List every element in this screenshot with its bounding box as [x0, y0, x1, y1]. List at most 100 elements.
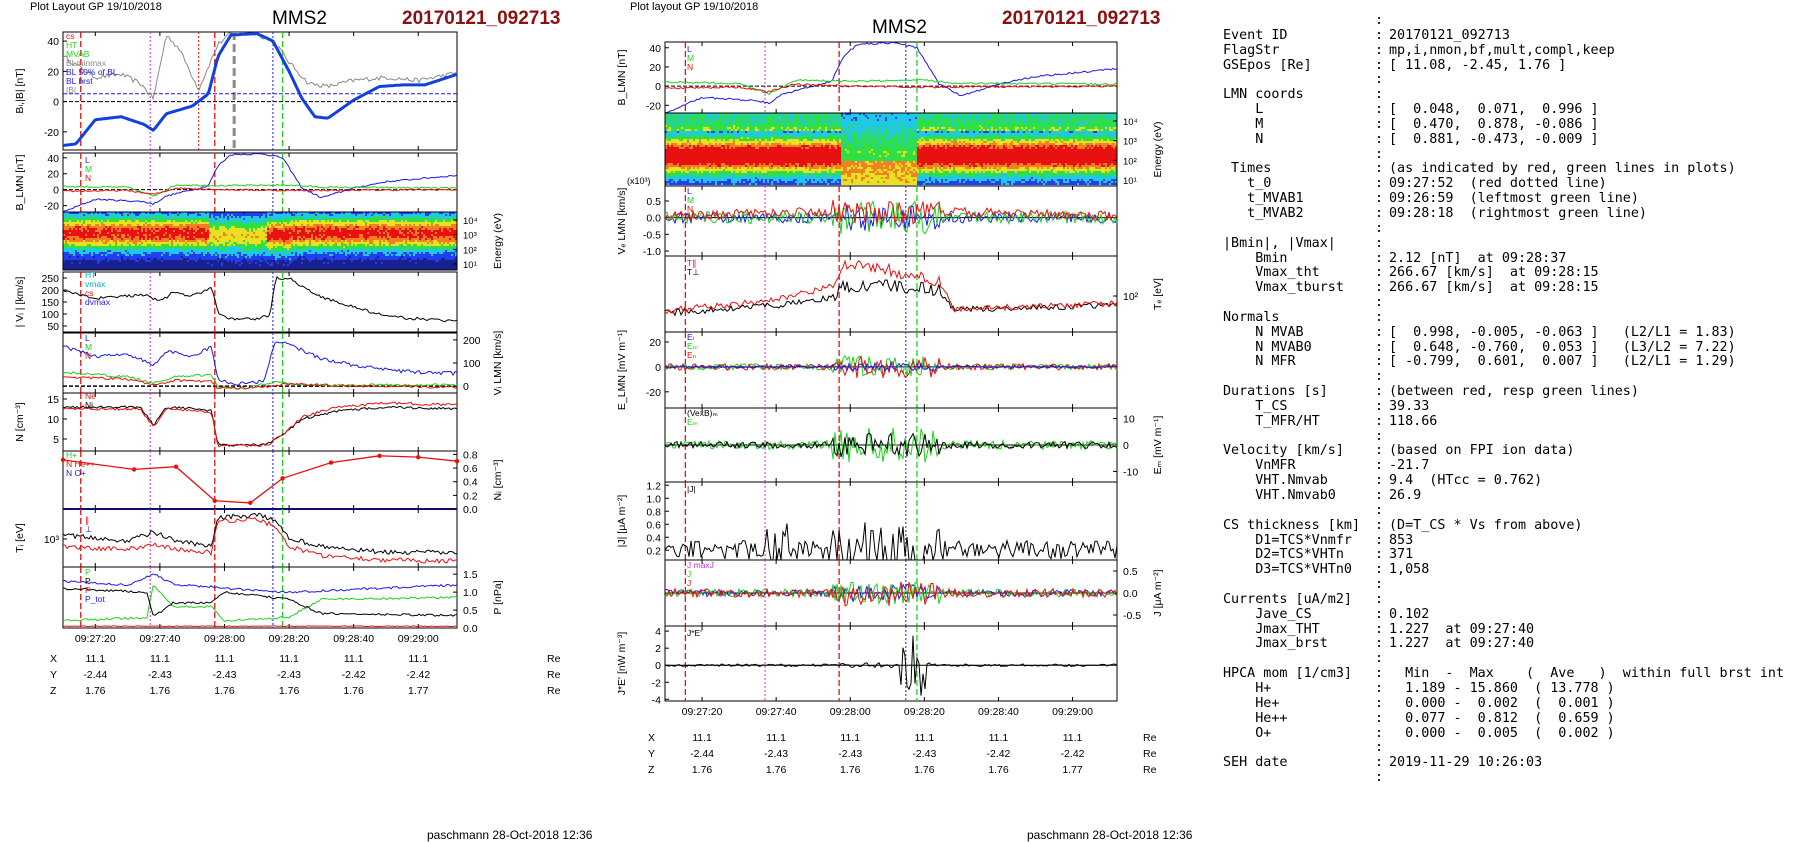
spectrogram-cell [145, 230, 147, 232]
spectrogram-cell [155, 230, 157, 232]
spectrogram-cell [225, 232, 227, 234]
spectrogram-cell [303, 216, 305, 218]
spectrogram-cell [137, 256, 139, 258]
spectrogram-cell [115, 252, 117, 254]
spectrogram-cell [149, 242, 151, 244]
spectrogram-cell [129, 250, 131, 252]
spectrogram-cell [389, 236, 391, 238]
spectrogram-cell [125, 260, 127, 262]
spectrogram-cell [157, 262, 159, 264]
spectrogram-cell [95, 238, 97, 240]
spectrogram-cell [157, 236, 159, 238]
spectrogram-cell [179, 236, 181, 238]
spectrogram-cell [141, 246, 143, 248]
spectrogram-cell [113, 240, 115, 242]
spectrogram-cell [295, 254, 297, 256]
spectrogram-cell [131, 256, 133, 258]
spectrogram-cell [367, 244, 369, 246]
spectrogram-cell [349, 226, 351, 228]
spectrogram-cell [295, 248, 297, 250]
spectrogram-cell [361, 256, 363, 258]
spectrogram-cell [303, 228, 305, 230]
spectrogram-cell [289, 238, 291, 240]
spectrogram-cell [201, 246, 203, 248]
spectrogram-cell [253, 226, 255, 228]
spectrogram-cell [265, 238, 267, 240]
spectrogram-cell [275, 242, 277, 244]
spectrogram-cell [169, 232, 171, 234]
spectrogram-cell [115, 254, 117, 256]
spectrogram-cell [199, 254, 201, 256]
spectrogram-cell [279, 244, 281, 246]
spectrogram-cell [307, 230, 309, 232]
spectrogram-cell [313, 258, 315, 260]
spectrogram-cell [187, 216, 189, 218]
spectrogram-cell [159, 228, 161, 230]
spectrogram-cell [301, 230, 303, 232]
spectrogram-cell [277, 262, 279, 264]
spectrogram-cell [383, 236, 385, 238]
spectrogram-cell [169, 214, 171, 216]
spectrogram-cell [273, 250, 275, 252]
spectrogram-cell [307, 254, 309, 256]
spectrogram-cell [385, 222, 387, 224]
spectrogram-cell [203, 264, 205, 266]
spectrogram-cell [147, 266, 149, 268]
spectrogram-cell [363, 226, 365, 228]
spectrogram-cell [259, 218, 261, 220]
spectrogram-cell [243, 226, 245, 228]
spectrogram-cell [303, 224, 305, 226]
left-ylabel: Bₗ,|B| [nT] [14, 68, 26, 113]
spectrogram-cell [111, 264, 113, 266]
spectrogram-cell [323, 264, 325, 266]
spectrogram-cell [149, 236, 151, 238]
spectrogram-cell [107, 222, 109, 224]
spectrogram-cell [381, 266, 383, 268]
spectrogram-cell [353, 240, 355, 242]
spectrogram-cell [237, 246, 239, 248]
spectrogram-cell [353, 258, 355, 260]
spectrogram-cell [81, 236, 83, 238]
spectrogram-cell [321, 238, 323, 240]
spectrogram-cell [165, 246, 167, 248]
spectrogram-cell [147, 252, 149, 254]
spectrogram-cell [215, 238, 217, 240]
spectrogram-cell [323, 260, 325, 262]
spectrogram-cell [273, 260, 275, 262]
spectrogram-cell [273, 238, 275, 240]
spectrogram-cell [77, 218, 79, 220]
spectrogram-cell [307, 226, 309, 228]
spectrogram-cell [181, 222, 183, 224]
spectrogram-cell [221, 260, 223, 262]
spectrogram-cell [375, 246, 377, 248]
spectrogram-cell [65, 224, 67, 226]
spectrogram-cell [111, 254, 113, 256]
spectrogram-cell [249, 246, 251, 248]
spectrogram-cell [401, 226, 403, 228]
spectrogram-cell [81, 218, 83, 220]
spectrogram-cell [179, 250, 181, 252]
spectrogram-cell [165, 252, 167, 254]
spectrogram-cell [271, 248, 273, 250]
spectrogram-cell [377, 258, 379, 260]
spectrogram-cell [399, 218, 401, 220]
spectrogram-cell [119, 252, 121, 254]
spectrogram-cell [167, 238, 169, 240]
spectrogram-cell [219, 248, 221, 250]
spectrogram-cell [221, 214, 223, 216]
spectrogram-cell [277, 264, 279, 266]
spectrogram-cell [89, 264, 91, 266]
spectrogram-cell [91, 262, 93, 264]
spectrogram-cell [147, 234, 149, 236]
spectrogram-cell [221, 250, 223, 252]
spectrogram-cell [81, 240, 83, 242]
spectrogram-cell [235, 238, 237, 240]
spectrogram-cell [217, 250, 219, 252]
spectrogram-cell [341, 254, 343, 256]
spectrogram-cell [175, 246, 177, 248]
spectrogram-cell [79, 244, 81, 246]
spectrogram-cell [211, 262, 213, 264]
spectrogram-cell [107, 246, 109, 248]
spectrogram-cell [299, 224, 301, 226]
spectrogram-cell [153, 256, 155, 258]
